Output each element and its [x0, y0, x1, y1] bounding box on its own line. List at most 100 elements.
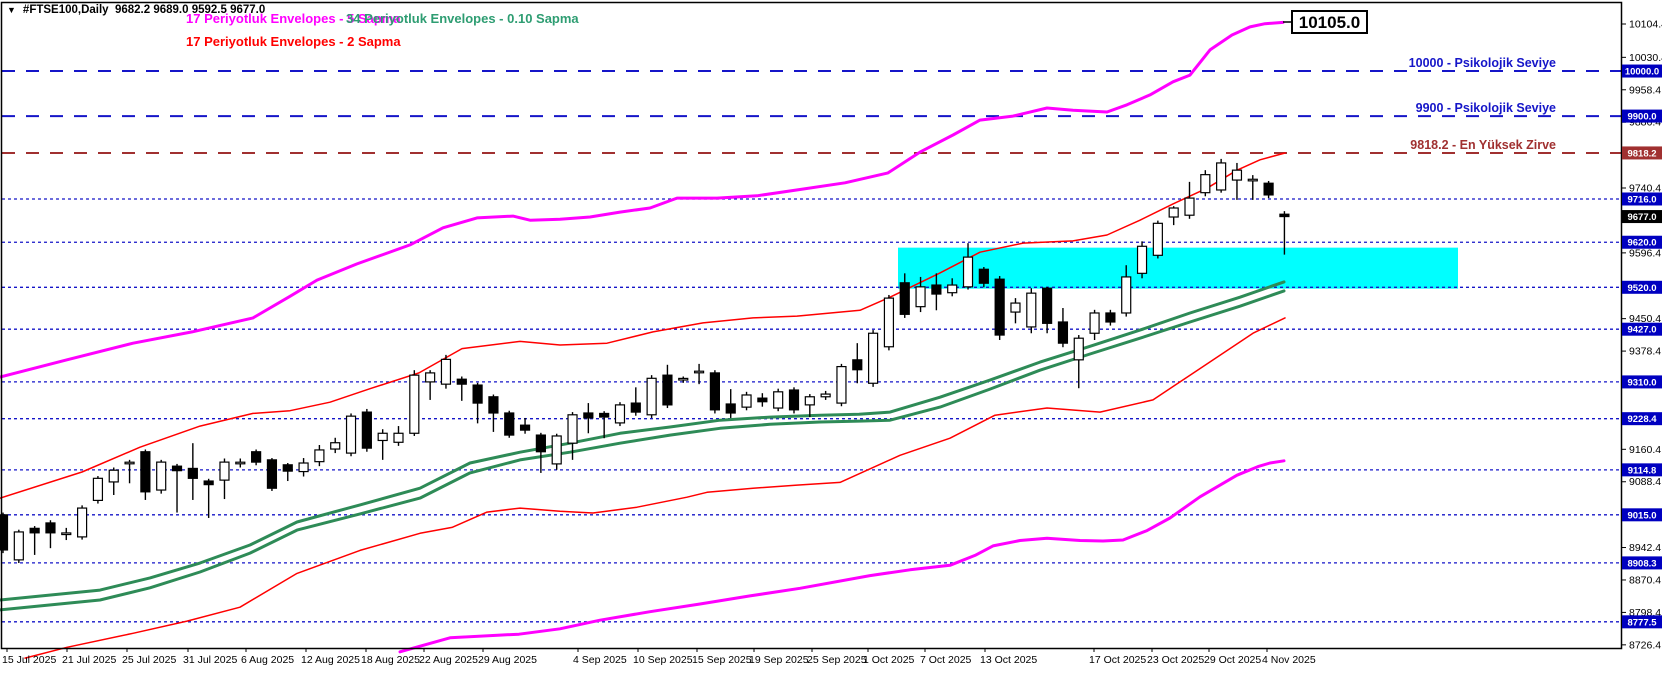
candle-body	[567, 414, 578, 444]
price-badge	[1622, 280, 1662, 294]
price-badge-label: 9818.2	[1627, 148, 1656, 159]
candle-body	[266, 459, 278, 489]
price-badge-label: 9620.0	[1627, 238, 1656, 249]
price-badge	[1622, 210, 1662, 224]
candle-body	[1089, 312, 1100, 334]
x-axis-label: 22 Aug 2025	[419, 654, 478, 666]
candle-body	[820, 393, 831, 398]
y-axis-label: 9088.4	[1629, 476, 1661, 488]
candle-body	[962, 256, 974, 288]
candle-body	[29, 527, 40, 534]
y-axis-label: 9450.4	[1629, 313, 1661, 325]
candle-body	[583, 412, 594, 419]
envelope-17-2-upper	[0, 152, 1286, 499]
price-badge-label: 9520.0	[1627, 283, 1656, 294]
x-axis-label: 25 Jul 2025	[122, 654, 176, 666]
candle-body	[13, 531, 24, 561]
price-badge	[1622, 192, 1662, 206]
candle-body	[551, 435, 562, 465]
y-axis-label: 9160.4	[1629, 444, 1661, 456]
candle-body	[377, 432, 388, 442]
candle-body	[156, 461, 167, 491]
candle-body	[883, 297, 895, 348]
price-badge	[1622, 146, 1662, 160]
y-axis-label: 9596.4	[1629, 247, 1661, 259]
y-axis-label: 9740.4	[1629, 182, 1661, 194]
candle-body	[614, 404, 626, 424]
price-badge-label: 9900.0	[1627, 112, 1656, 123]
price-badge-label: 9427.0	[1627, 325, 1656, 336]
price-badge	[1622, 508, 1662, 522]
price-badge	[1622, 615, 1662, 629]
x-axis-label: 18 Aug 2025	[361, 654, 420, 666]
symbol-ohlc-title: #FTSE100,Daily 9682.2 9689.0 9592.5 9677…	[22, 4, 266, 16]
callout-value: 10105.0	[1299, 13, 1360, 32]
y-axis-label: 8870.4	[1629, 574, 1661, 586]
indicator-label-envelopes-010: 34 Periyotluk Envelopes - 0.10 Sapma	[346, 11, 579, 26]
candle-body	[456, 378, 467, 385]
candle-body	[108, 469, 119, 483]
candle-body	[0, 514, 9, 551]
x-axis-label: 7 Oct 2025	[920, 654, 972, 666]
indicator-label-envelopes-5: 17 Periyotluk Envelopes - 5 Sapma	[186, 11, 401, 26]
candle-body	[519, 424, 531, 431]
candle-body	[1231, 169, 1243, 181]
y-axis-label: 9378.4	[1629, 346, 1661, 358]
x-axis-label: 12 Aug 2025	[301, 654, 360, 666]
candle-body	[488, 396, 499, 414]
chevron-down-icon[interactable]: ▼	[7, 4, 16, 15]
candle-body	[994, 278, 1005, 336]
envelope-17-5-lower	[398, 459, 1286, 654]
candle-body	[440, 358, 452, 385]
candle-body	[535, 434, 546, 453]
price-badge	[1622, 412, 1662, 426]
envelope-17-2-lower	[24, 317, 1286, 659]
x-axis-label: 15 Jul 2025	[2, 654, 56, 666]
candle-body	[203, 480, 214, 486]
plot-border	[0, 1, 1623, 650]
candle-body	[393, 432, 404, 443]
candle-body	[1216, 162, 1227, 191]
candle-body	[630, 402, 641, 413]
price-badge-label: 9716.0	[1627, 194, 1656, 205]
candle-body	[1263, 182, 1274, 196]
candle-body	[1184, 197, 1195, 216]
candle-body	[219, 461, 230, 481]
candle-body	[61, 532, 72, 536]
candle-body	[251, 451, 262, 463]
x-axis-label: 29 Aug 2025	[478, 654, 537, 666]
candle-body	[709, 372, 721, 411]
candle-body	[1136, 245, 1148, 274]
x-axis-label: 17 Oct 2025	[1089, 654, 1146, 666]
candle-body	[915, 286, 926, 308]
candle-body	[76, 507, 88, 538]
candle-body	[899, 282, 910, 315]
candle-body	[298, 462, 309, 473]
envelope-17-5-upper	[0, 20, 1285, 379]
candle-body	[235, 461, 246, 465]
price-badge	[1622, 322, 1662, 336]
candle-body	[504, 412, 515, 436]
x-axis-label: 10 Sep 2025	[633, 654, 693, 666]
candle-body	[804, 396, 815, 406]
candle-body	[1026, 292, 1037, 328]
candle-body	[1042, 287, 1053, 324]
candle-body	[1200, 174, 1211, 194]
x-axis-label: 1 Oct 2025	[863, 654, 915, 666]
candle-body	[1247, 178, 1258, 182]
candle-body	[693, 370, 705, 374]
candle-body	[978, 268, 989, 284]
y-axis-label: 8942.4	[1629, 542, 1661, 554]
price-badge	[1622, 64, 1662, 78]
symbol-title-bar: ▼ #FTSE100,Daily 9682.2 9689.0 9592.5 96…	[7, 4, 265, 16]
candle-body	[788, 389, 800, 411]
candle-body	[409, 374, 420, 434]
price-badge-label: 9677.0	[1627, 212, 1656, 223]
candle-body	[646, 377, 657, 416]
price-badge-label: 10000.0	[1625, 67, 1659, 78]
candle-body	[947, 284, 958, 294]
candle-body	[187, 467, 198, 479]
candle-body	[361, 411, 372, 449]
